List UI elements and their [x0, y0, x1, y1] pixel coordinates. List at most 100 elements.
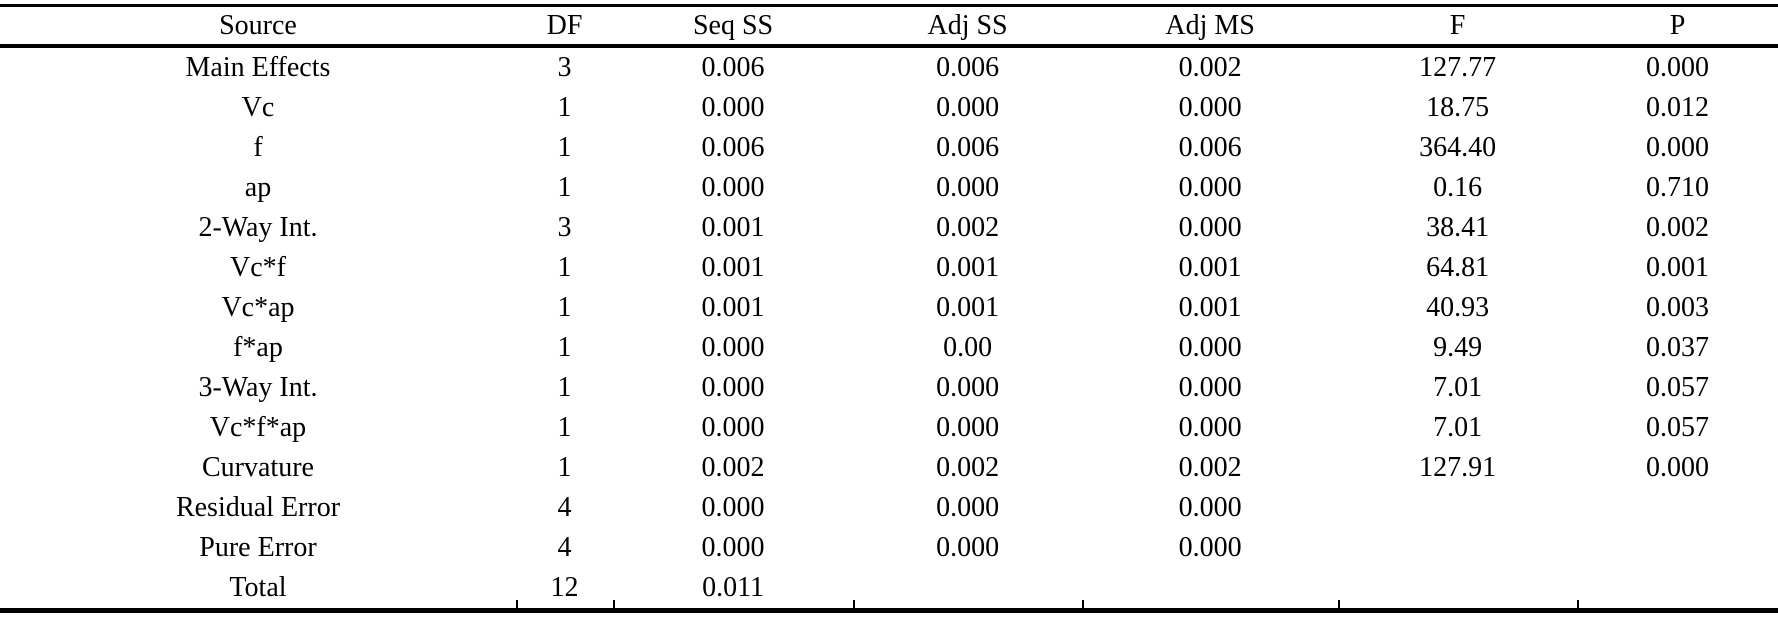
table-cell: 38.41 [1426, 212, 1490, 243]
table-cell: Total [229, 572, 287, 603]
table-cell: 0.000 [701, 492, 765, 523]
column-header-source: Source [0, 5, 516, 48]
table-cell: Pure Error [199, 532, 317, 563]
table-cell: 64.81 [1426, 252, 1490, 283]
column-header-seq-ss: Seq SS [613, 5, 854, 48]
table-cell: 0.002 [936, 212, 1000, 243]
table-row: 2-Way Int. 3 0.001 0.002 0.000 38.41 0.002 [0, 208, 1778, 248]
table-cell: 9.49 [1433, 332, 1483, 363]
table-cell: 0.001 [701, 252, 765, 283]
table-cell: 40.93 [1426, 292, 1490, 323]
table-cell [1577, 568, 1778, 611]
table-cell: 0.057 [1646, 372, 1710, 403]
table-row: Main Effects 3 0.006 0.006 0.002 127.77 0.000 [0, 46, 1778, 88]
table-cell [1338, 568, 1577, 611]
column-boundary-tick [515, 600, 518, 609]
table-cell: 3-Way Int. [198, 372, 318, 403]
table-cell: 0.002 [701, 452, 765, 483]
table-cell: Residual Error [175, 492, 341, 523]
column-header-df: DF [515, 5, 614, 48]
table-cell: 0.000 [1178, 332, 1242, 363]
table-cell: 0.037 [1646, 332, 1710, 363]
anova-table-wrapper: Source DF Seq SS Adj SS Adj MS F P Main Effect… [0, 4, 1778, 613]
table-cell: 1 [557, 252, 572, 283]
table-row: Residual Error 4 0.000 0.000 0.000 [0, 488, 1778, 528]
table-cell: 1 [557, 132, 572, 163]
table-row: 3-Way Int. 1 0.000 0.000 0.000 7.01 0.057 [0, 368, 1778, 408]
table-cell: 4 [557, 492, 572, 523]
table-cell: f*ap [233, 332, 283, 363]
table-cell: 0.000 [1178, 492, 1242, 523]
table-cell: 7.01 [1433, 372, 1483, 403]
table-cell: f [253, 132, 263, 163]
table-header-row: Source DF Seq SS Adj SS Adj MS F P [0, 5, 1778, 48]
table-cell: 0.000 [936, 92, 1000, 123]
table-cell: 0.16 [1433, 172, 1483, 203]
table-cell: 0.057 [1646, 412, 1710, 443]
table-cell: 12 [550, 572, 579, 603]
table-cell: 0.002 [1646, 212, 1710, 243]
table-cell: 0.000 [1178, 172, 1242, 203]
table-cell: 0.001 [1178, 292, 1242, 323]
table-cell: 0.000 [701, 532, 765, 563]
table-row: f*ap 1 0.000 0.00 0.000 9.49 0.037 [0, 328, 1778, 368]
table-cell: 7.01 [1433, 412, 1483, 443]
table-cell: 0.006 [936, 52, 1000, 83]
table-cell: ap [244, 172, 272, 203]
table-row: Pure Error 4 0.000 0.000 0.000 [0, 528, 1778, 568]
table-cell: 0.710 [1646, 172, 1710, 203]
column-boundary-tick [613, 600, 616, 609]
table-cell: 0.000 [1646, 452, 1710, 483]
table-cell [1338, 488, 1577, 528]
table-cell: 1 [557, 412, 572, 443]
table-cell [1338, 528, 1577, 568]
table-cell: 127.77 [1419, 52, 1497, 83]
table-cell: 0.001 [701, 292, 765, 323]
table-cell: 0.000 [701, 172, 765, 203]
table-row: ap 1 0.000 0.000 0.000 0.16 0.710 [0, 168, 1778, 208]
table-cell [853, 568, 1082, 611]
table-cell: Curvature [202, 452, 314, 483]
table-cell: 0.003 [1646, 292, 1710, 323]
table-cell: 0.000 [1178, 412, 1242, 443]
table-row: Curvature 1 0.002 0.002 0.002 127.91 0.000 [0, 448, 1778, 488]
table-cell: Vc*ap [221, 292, 295, 323]
column-boundary-tick [1337, 600, 1340, 609]
table-cell: 0.006 [936, 132, 1000, 163]
table-cell: 0.012 [1646, 92, 1710, 123]
table-cell: 364.40 [1419, 132, 1497, 163]
table-cell: 0.001 [936, 292, 1000, 323]
column-boundary-tick [853, 600, 856, 609]
column-header-adj-ss: Adj SS [853, 5, 1083, 48]
table-cell: 3 [557, 52, 572, 83]
column-header-p: P [1577, 5, 1778, 48]
table-cell: 0.006 [1178, 132, 1242, 163]
table-cell: Vc*f [229, 252, 286, 283]
table-cell: 0.000 [701, 372, 765, 403]
table-cell: 1 [557, 332, 572, 363]
table-cell: 0.011 [702, 572, 765, 603]
table-cell: 1 [557, 92, 572, 123]
table-cell [1577, 528, 1778, 568]
table-cell: 0.001 [701, 212, 765, 243]
table-cell: 18.75 [1426, 92, 1490, 123]
table-cell: 2-Way Int. [198, 212, 318, 243]
table-cell: 0.000 [1178, 212, 1242, 243]
table-header: Source DF Seq SS Adj SS Adj MS F P [0, 5, 1778, 48]
table-cell: 3 [557, 212, 572, 243]
table-cell: 0.000 [1178, 532, 1242, 563]
table-cell: 0.00 [943, 332, 993, 363]
table-cell: 0.001 [1178, 252, 1242, 283]
table-cell: 127.91 [1419, 452, 1497, 483]
table-body: Main Effects 3 0.006 0.006 0.002 127.77 0.000 V… [0, 46, 1778, 611]
table-cell: 0.001 [1646, 252, 1710, 283]
table-cell: 0.000 [1646, 132, 1710, 163]
column-boundary-tick [1576, 600, 1579, 609]
table-cell: 0.000 [1646, 52, 1710, 83]
table-cell: 0.001 [936, 252, 1000, 283]
table-cell [1082, 568, 1338, 611]
table-row: Vc 1 0.000 0.000 0.000 18.75 0.012 [0, 88, 1778, 128]
table-cell: 0.000 [936, 372, 1000, 403]
table-cell: Main Effects [185, 52, 331, 83]
table-cell: 0.000 [936, 172, 1000, 203]
